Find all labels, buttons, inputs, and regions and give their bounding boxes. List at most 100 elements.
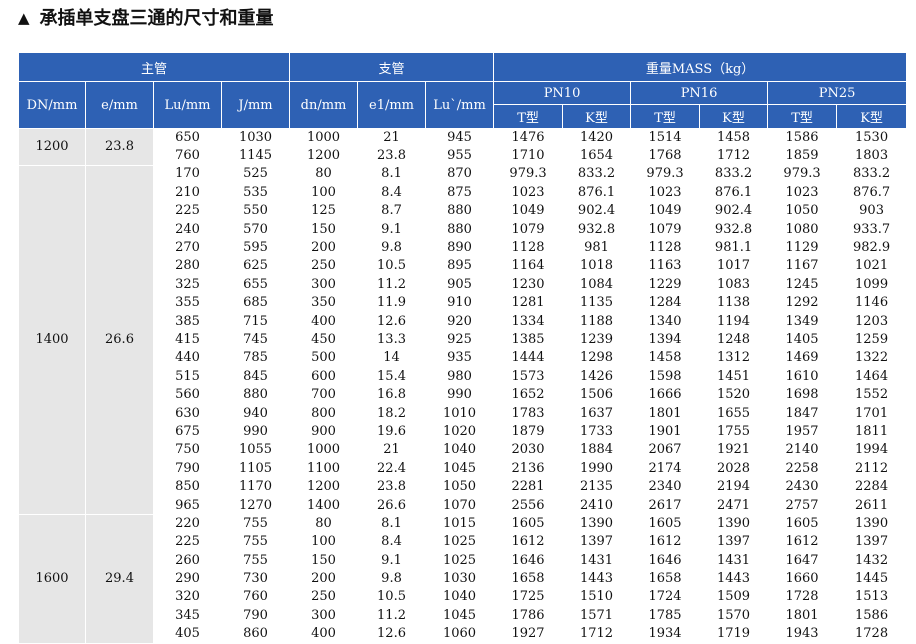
cell: 500 xyxy=(289,348,359,369)
cell: 1605 xyxy=(493,514,564,534)
cell: 1292 xyxy=(767,293,838,313)
header-lu-prime: Lu`/mm xyxy=(425,81,495,129)
table-row: 760 1145 1200 23.8 955 1710 1654 1768 1712 1859 18… xyxy=(19,146,908,166)
table-row: 210 535 100 8.4 875 1023 876.1 1023 876.1 1023 876… xyxy=(19,183,908,203)
cell: 1025 xyxy=(425,532,495,552)
cell: 1312 xyxy=(699,348,769,369)
cell: 1701 xyxy=(836,403,908,424)
cell: 19.6 xyxy=(357,422,427,442)
cell: 1426 xyxy=(562,367,632,387)
table-row: 750 1055 1000 21 1040 2030 1884 2067 1921 2140 199… xyxy=(19,440,908,461)
cell: 1128 xyxy=(630,238,701,258)
cell-e: 29.4 xyxy=(85,514,154,644)
cell: 1017 xyxy=(699,256,769,277)
cell: 1654 xyxy=(562,146,632,166)
cell: 1432 xyxy=(836,550,908,571)
header-dn: DN/mm xyxy=(18,81,86,129)
header-mass: 重量MASS（kg） xyxy=(493,52,908,82)
cell: 1229 xyxy=(630,275,701,295)
cell: 2258 xyxy=(767,459,838,479)
cell: 1768 xyxy=(630,146,701,166)
cell: 932.8 xyxy=(562,219,632,240)
cell: 935 xyxy=(425,348,495,369)
table-row: 355 685 350 11.9 910 1281 1135 1284 1138 1292 1146 xyxy=(19,293,908,313)
table-row: 260 755 150 9.1 1025 1646 1431 1646 1431 1647 1432 xyxy=(19,550,908,571)
cell-dn: 1600 xyxy=(18,514,86,644)
cell: 23.8 xyxy=(357,477,427,497)
cell: 16.8 xyxy=(357,385,427,405)
cell: 1055 xyxy=(220,440,291,461)
cell: 2174 xyxy=(630,459,701,479)
cell: 1259 xyxy=(836,330,908,350)
cell: 560 xyxy=(153,385,222,405)
cell: 979.3 xyxy=(767,164,838,185)
cell: 1049 xyxy=(630,201,701,221)
cell: 1646 xyxy=(493,550,564,571)
cell-e: 23.8 xyxy=(85,128,154,166)
header-pn16-t: T型 xyxy=(630,104,701,129)
cell: 1010 xyxy=(425,403,495,424)
cell: 2617 xyxy=(630,495,701,516)
cell: 2194 xyxy=(699,477,769,497)
cell: 9.1 xyxy=(357,550,427,571)
cell: 80 xyxy=(289,514,359,534)
cell: 1045 xyxy=(425,459,495,479)
cell: 1397 xyxy=(836,532,908,552)
table-row: 965 1270 1400 26.6 1070 2556 2410 2617 2471 2757 2… xyxy=(19,495,908,516)
header-j: J/mm xyxy=(220,81,291,129)
cell: 1340 xyxy=(630,311,701,332)
cell: 1167 xyxy=(767,256,838,277)
cell: 1023 xyxy=(493,183,564,203)
cell: 1733 xyxy=(562,422,632,442)
cell: 981 xyxy=(562,238,632,258)
cell: 1783 xyxy=(493,403,564,424)
cell: 990 xyxy=(425,385,495,405)
cell: 11.2 xyxy=(357,606,427,626)
cell: 1469 xyxy=(767,348,838,369)
cell: 14 xyxy=(357,348,427,369)
cell: 1520 xyxy=(699,385,769,405)
cell: 1030 xyxy=(220,127,291,148)
cell: 2112 xyxy=(836,459,908,479)
table-row: 385 715 400 12.6 920 1334 1188 1340 1194 1349 1203 xyxy=(19,311,908,332)
cell: 1801 xyxy=(767,606,838,626)
header-pn16: PN16 xyxy=(630,81,769,105)
cell: 1025 xyxy=(425,550,495,571)
cell: 790 xyxy=(220,606,291,626)
cell: 1443 xyxy=(699,569,769,589)
cell: 1270 xyxy=(220,495,291,516)
cell: 250 xyxy=(289,256,359,277)
cell: 9.8 xyxy=(357,569,427,589)
cell: 1390 xyxy=(836,514,908,534)
cell: 23.8 xyxy=(357,146,427,166)
cell: 1510 xyxy=(562,587,632,608)
cell: 2067 xyxy=(630,440,701,461)
cell: 2340 xyxy=(630,477,701,497)
cell: 940 xyxy=(220,403,291,424)
cell: 1239 xyxy=(562,330,632,350)
cell: 440 xyxy=(153,348,222,369)
cell: 225 xyxy=(153,201,222,221)
cell: 905 xyxy=(425,275,495,295)
cell: 1879 xyxy=(493,422,564,442)
cell: 1811 xyxy=(836,422,908,442)
cell: 1698 xyxy=(767,385,838,405)
table-row: 630 940 800 18.2 1010 1783 1637 1801 1655 1847 170… xyxy=(19,403,908,424)
title-text: 承插单支盘三通的尺寸和重量 xyxy=(39,8,274,29)
cell: 1884 xyxy=(562,440,632,461)
cell: 1170 xyxy=(220,477,291,497)
cell: 570 xyxy=(220,219,291,240)
cell: 1660 xyxy=(767,569,838,589)
cell: 945 xyxy=(425,127,495,148)
table-row: 240 570 150 9.1 880 1079 932.8 1079 932.8 1080 933… xyxy=(19,219,908,240)
cell: 1023 xyxy=(630,183,701,203)
cell: 1030 xyxy=(425,569,495,589)
cell: 2284 xyxy=(836,477,908,497)
table-row: 290 730 200 9.8 1030 1658 1443 1658 1443 1660 1445 xyxy=(19,569,908,589)
cell: 1530 xyxy=(836,127,908,148)
cell: 525 xyxy=(220,164,291,185)
cell: 902.4 xyxy=(562,201,632,221)
cell: 1385 xyxy=(493,330,564,350)
cell: 1571 xyxy=(562,606,632,626)
cell: 1610 xyxy=(767,367,838,387)
